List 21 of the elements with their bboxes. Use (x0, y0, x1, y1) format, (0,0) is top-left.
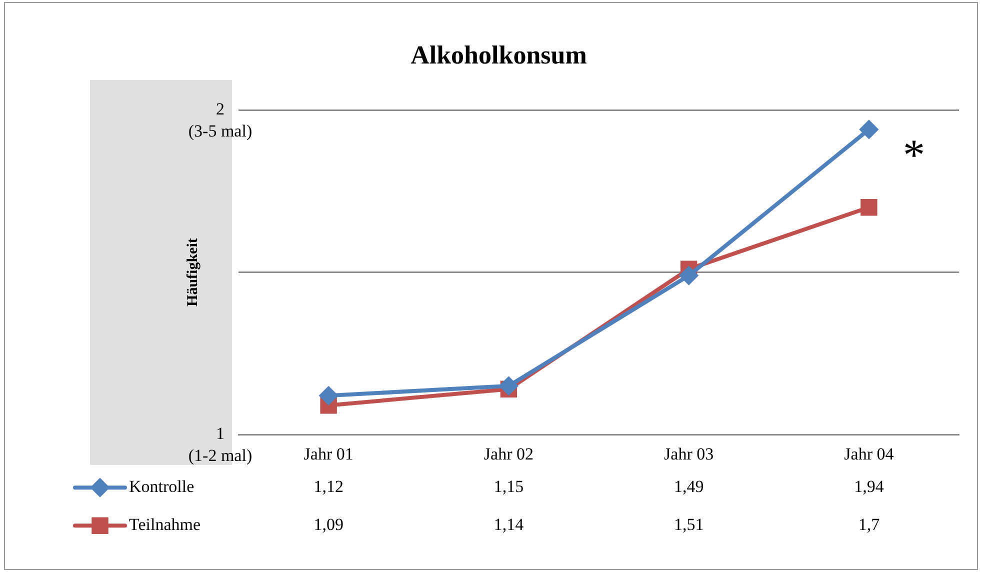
data-label: 1,09 (314, 515, 344, 534)
annotation: (3-5 mal) (188, 121, 252, 140)
y-axis-title: Häufigkeit (184, 238, 201, 306)
chart-title: Alkoholkonsum (410, 40, 588, 70)
annotation: * (902, 130, 925, 180)
x-tick-label: Jahr 01 (304, 444, 354, 464)
x-tick-label: Jahr 04 (844, 444, 894, 464)
legend-label: Teilnahme (129, 515, 201, 534)
data-label: 1,94 (854, 477, 884, 496)
y-tick-label: 2 (216, 99, 224, 118)
data-label: 1,15 (494, 477, 524, 496)
data-label: 1,12 (314, 477, 344, 496)
x-tick-label: Jahr 02 (484, 444, 534, 464)
x-tick-label: Jahr 03 (664, 444, 714, 464)
text: (1-2 mal) (188, 446, 252, 466)
legend-label: Kontrolle (129, 477, 194, 496)
data-label: 1,7 (858, 515, 880, 534)
y-tick-label: 1 (216, 424, 224, 444)
data-label: 1,49 (674, 477, 704, 496)
data-label: 1,51 (674, 515, 704, 534)
data-label: 1,14 (494, 515, 524, 534)
